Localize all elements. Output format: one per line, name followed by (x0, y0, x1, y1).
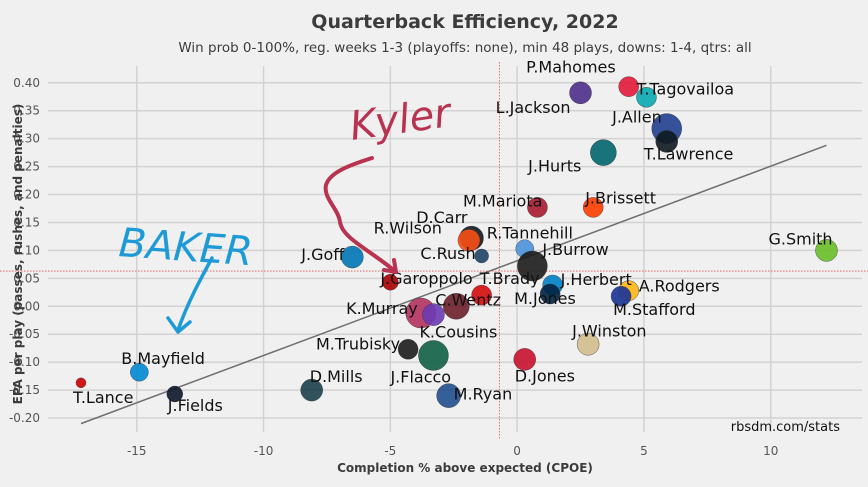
y-axis-title: EPA per play (passes, rushes, and penalt… (11, 104, 25, 405)
x-tick-label: -5 (384, 444, 396, 458)
point-d-jones[interactable] (513, 348, 536, 371)
point-p-mahomes[interactable] (618, 76, 639, 97)
label-j-fields: J.Fields (167, 396, 223, 415)
label-m-stafford: M.Stafford (613, 300, 695, 319)
chart-title: Quarterback Efficiency, 2022 (311, 11, 618, 33)
label-j-garoppolo: J.Garoppolo (379, 269, 472, 288)
label-j-burrow: J.Burrow (541, 240, 608, 259)
point-t-lawrence[interactable] (655, 130, 678, 153)
point-t-brady[interactable] (471, 284, 492, 306)
label-k-murray: K.Murray (346, 299, 418, 318)
label-t-tagovailoa: T.Tagovailoa (635, 79, 734, 98)
point-t-tagovailoa[interactable] (636, 87, 657, 108)
annotation-kyler-arrow (323, 156, 398, 274)
point-m-ryan[interactable] (436, 383, 461, 408)
label-t-brady: T.Brady (479, 269, 540, 288)
reference-lines (0, 62, 868, 440)
trend-line (80, 144, 827, 425)
source-credit: rbsdm.com/stats (731, 420, 840, 435)
point-j-flacco[interactable] (418, 340, 449, 371)
annotation-baker-text: BAKER (117, 220, 254, 275)
point-c-rush[interactable] (474, 248, 489, 264)
label-j-allen: J.Allen (611, 108, 662, 127)
label-d-jones: D.Jones (515, 366, 575, 385)
chart-subtitle: Win prob 0-100%, reg. weeks 1-3 (playoff… (178, 40, 751, 56)
label-m-ryan: M.Ryan (454, 385, 513, 404)
tick-labels: -0.20 -0.15 -0.10 -0.05 0.00 0.05 0.10 0.15 0.20… (9, 76, 778, 458)
label-j-brissett: J.Brissett (584, 188, 656, 207)
label-m-trubisky: M.Trubisky (316, 334, 400, 353)
label-c-wentz: C.Wentz (435, 290, 501, 309)
point-t-lance[interactable] (75, 377, 87, 389)
label-m-mariota: M.Mariota (463, 191, 542, 210)
x-tick-label: -15 (127, 444, 147, 458)
y-tick-label: -0.05 (9, 327, 40, 341)
label-j-flacco: J.Flacco (389, 367, 451, 386)
y-tick-label: 0.25 (13, 160, 40, 174)
point-k-cousins[interactable] (422, 303, 445, 326)
label-p-mahomes: P.Mahomes (526, 58, 616, 77)
point-j-fields[interactable] (166, 385, 183, 403)
point-r-wilson[interactable] (457, 229, 481, 252)
point-g-smith[interactable] (815, 239, 838, 262)
label-g-smith: G.Smith (768, 229, 832, 248)
label-d-carr: D.Carr (416, 208, 468, 227)
y-tick-label: -0.15 (9, 383, 40, 397)
y-tick-label: 0.20 (13, 188, 40, 202)
x-tick-label: 10 (763, 444, 778, 458)
label-l-jackson: L.Jackson (496, 98, 571, 117)
x-tick-label: 5 (640, 444, 648, 458)
x-tick-label: -10 (254, 444, 274, 458)
point-b-mayfield[interactable] (130, 363, 149, 382)
x-axis-title: Completion % above expected (CPOE) (337, 461, 593, 475)
label-j-hurts: J.Hurts (527, 157, 581, 176)
y-tick-label: 0.15 (13, 215, 40, 229)
point-j-brissett[interactable] (583, 197, 604, 218)
y-tick-label: 0.30 (13, 132, 40, 146)
label-j-winston: J.Winston (571, 321, 646, 340)
point-j-garoppolo[interactable] (382, 274, 399, 291)
point-l-jackson[interactable] (569, 81, 592, 105)
label-k-cousins: K.Cousins (419, 323, 497, 342)
label-t-lawrence: T.Lawrence (643, 144, 734, 163)
y-tick-label: 0.35 (13, 104, 40, 118)
point-c-wentz[interactable] (443, 293, 470, 320)
label-m-jones: M.Jones (514, 289, 576, 308)
annotation-baker-arrow (166, 256, 214, 334)
label-j-goff: J.Goff (300, 245, 345, 264)
y-tick-label: 0.10 (13, 243, 40, 257)
label-d-mills: D.Mills (310, 367, 363, 386)
point-j-winston[interactable] (576, 333, 600, 356)
point-labels: P.Mahomes T.Tagovailoa L.Jackson J.Allen T.L… (72, 58, 833, 415)
label-a-rodgers: A.Rodgers (639, 277, 720, 296)
point-d-mills[interactable] (300, 378, 323, 402)
data-points (75, 76, 838, 408)
label-r-wilson: R.Wilson (374, 218, 442, 237)
label-b-mayfield: B.Mayfield (121, 349, 205, 368)
x-tick-label: 0 (513, 444, 521, 458)
y-tick-label: -0.10 (9, 355, 40, 369)
point-m-jones[interactable] (539, 283, 561, 305)
point-j-burrow[interactable] (517, 250, 548, 282)
point-j-goff[interactable] (341, 245, 364, 269)
y-tick-label: -0.20 (9, 411, 40, 425)
annotation-kyler-text: Kyler (347, 90, 456, 150)
handwritten-annotations: Kyler BAKER (117, 90, 456, 334)
point-m-trubisky[interactable] (397, 339, 419, 360)
point-m-stafford[interactable] (610, 286, 632, 307)
y-tick-label: 0.05 (13, 271, 40, 285)
y-tick-label: 0.00 (13, 299, 40, 313)
point-j-hurts[interactable] (590, 139, 617, 166)
label-r-tannehill: R.Tannehill (487, 224, 573, 243)
y-tick-label: 0.40 (13, 76, 40, 90)
label-j-herbert: J.Herbert (560, 270, 632, 289)
label-c-rush: C.Rush (420, 244, 475, 263)
point-m-mariota[interactable] (527, 197, 548, 218)
label-t-lance: T.Lance (72, 388, 133, 407)
